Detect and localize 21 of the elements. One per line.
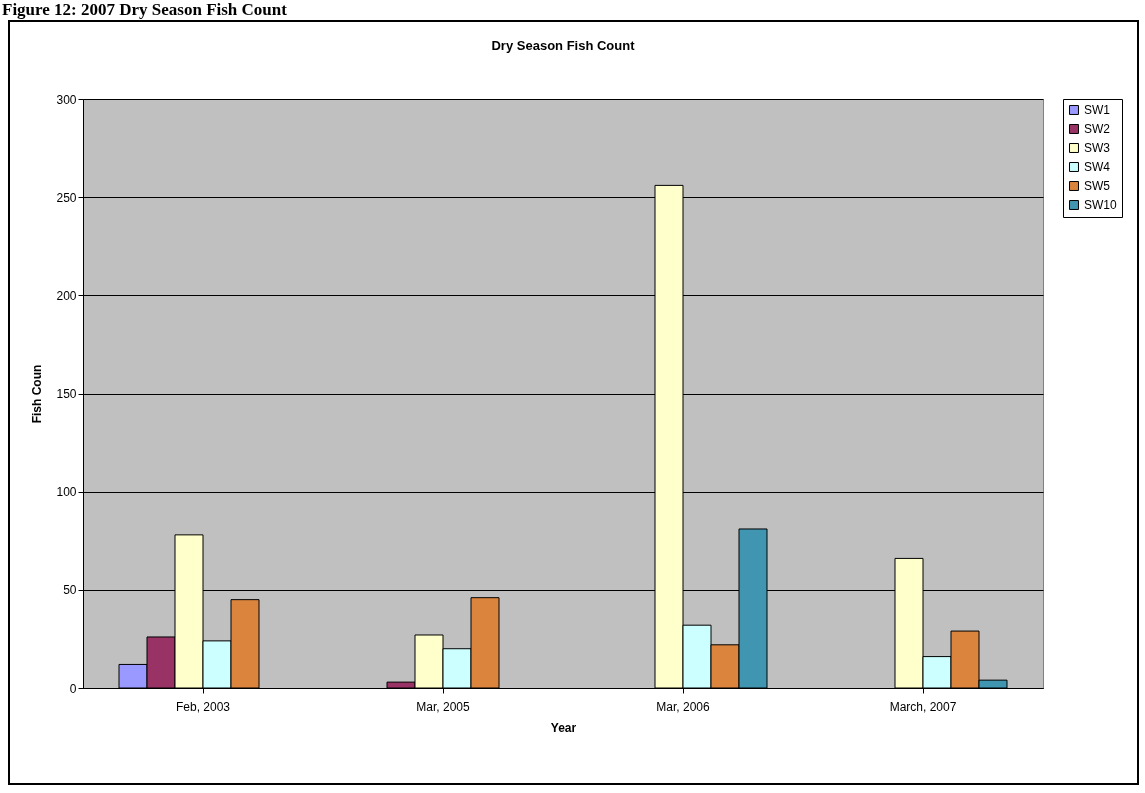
y-tick-label: 150 xyxy=(56,387,77,401)
y-tick-label: 250 xyxy=(56,190,77,205)
legend-label: SW3 xyxy=(1084,141,1111,155)
chart-title: Dry Season Fish Count xyxy=(491,38,636,53)
x-tick-label: March, 2007 xyxy=(889,699,957,714)
legend-label: SW5 xyxy=(1084,179,1111,193)
x-tick-label: Mar, 2006 xyxy=(656,699,711,714)
legend-label: SW2 xyxy=(1084,122,1111,136)
legend-label: SW10 xyxy=(1084,198,1117,212)
y-axis-title: Fish Coun xyxy=(30,364,45,424)
y-tick-label: 100 xyxy=(56,485,77,500)
y-tick-label: 200 xyxy=(56,288,77,303)
x-tick-label: Feb, 2003 xyxy=(175,699,231,714)
x-tick-label: Mar, 2005 xyxy=(416,699,471,714)
caption: Figure 12: 2007 Dry Season Fish Count xyxy=(2,0,288,20)
y-tick-label: 300 xyxy=(56,92,77,107)
x-axis-title: Year xyxy=(550,720,577,735)
legend-label: SW1 xyxy=(1084,103,1111,117)
legend-label: SW4 xyxy=(1084,160,1111,174)
y-tick-label: 0 xyxy=(69,681,77,696)
y-tick-label: 50 xyxy=(63,583,77,598)
